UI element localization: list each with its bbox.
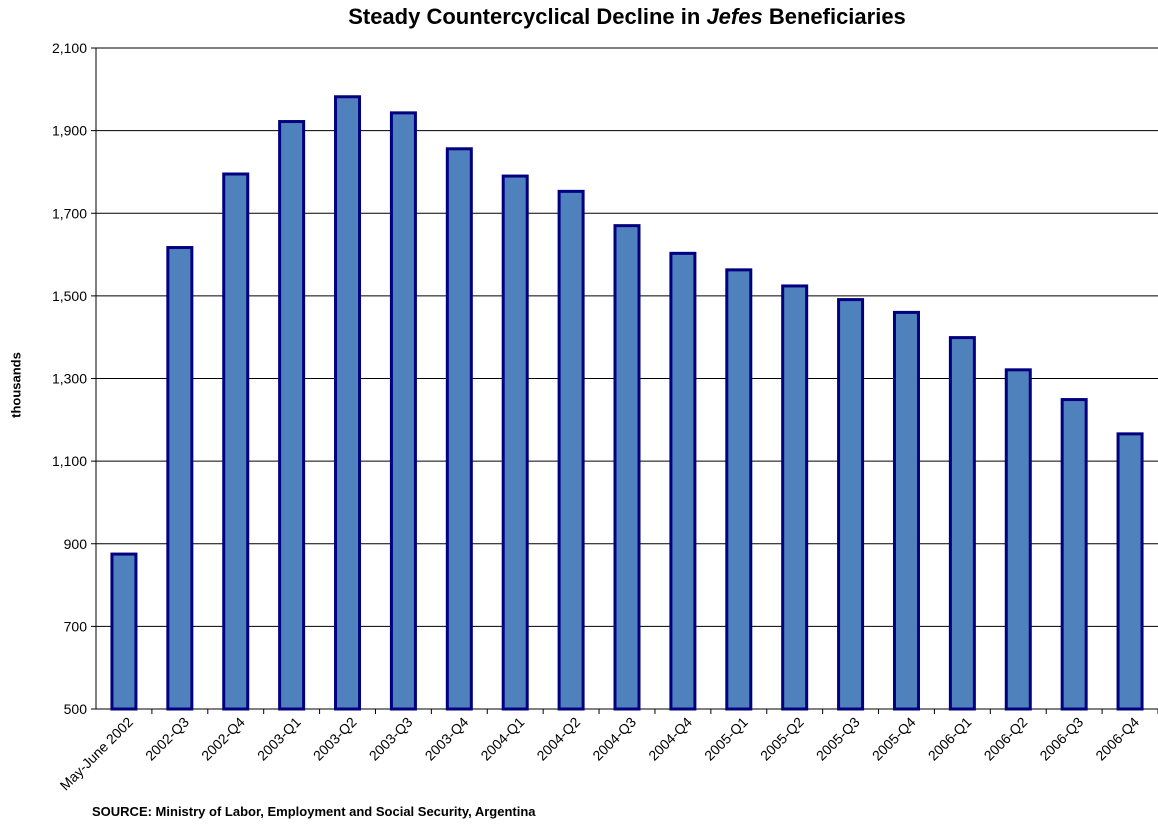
source-note: SOURCE: Ministry of Labor, Employment an… — [92, 804, 536, 819]
y-tick-label: 700 — [64, 618, 88, 634]
y-tick-label: 1,500 — [52, 288, 87, 304]
bar-2006-q3 — [1060, 398, 1088, 711]
x-tick-label: 2005-Q3 — [813, 714, 863, 764]
x-tick-label: 2002-Q4 — [198, 714, 248, 764]
bar-2003-q3 — [389, 111, 417, 711]
bar-2006-q2 — [1004, 368, 1032, 711]
x-tick-label: 2004-Q3 — [589, 714, 639, 764]
chart-title: Steady Countercyclical Decline in Jefes … — [348, 4, 906, 29]
x-tick-label: 2004-Q2 — [533, 714, 583, 764]
bar-2006-q4 — [1116, 432, 1144, 711]
bar-2004-q2 — [557, 189, 585, 711]
y-tick-label: 1,300 — [52, 371, 87, 387]
y-tick-label: 1,900 — [52, 123, 87, 139]
bar-may-june-2002 — [110, 552, 138, 711]
x-tick-label: 2004-Q1 — [477, 714, 527, 764]
x-tick-label: 2005-Q1 — [701, 714, 751, 764]
bar-2004-q4 — [669, 251, 697, 711]
bar-2003-q4 — [445, 147, 473, 711]
x-tick-label: 2003-Q4 — [422, 714, 472, 764]
bar-2003-q2 — [334, 95, 362, 711]
x-tick-label: 2005-Q4 — [869, 714, 919, 764]
bar-2005-q3 — [837, 298, 865, 711]
x-tick-label: 2006-Q1 — [925, 714, 975, 764]
y-tick-label: 900 — [64, 536, 88, 552]
x-tick-label: 2006-Q2 — [981, 714, 1031, 764]
x-tick-label: 2004-Q4 — [645, 714, 695, 764]
bar-2004-q3 — [613, 224, 641, 711]
x-tick-label: 2002-Q3 — [142, 714, 192, 764]
bar-2005-q4 — [892, 310, 920, 711]
x-tick-label: 2006-Q4 — [1092, 714, 1142, 764]
y-tick-label: 500 — [64, 701, 88, 717]
x-tick-label: 2003-Q2 — [310, 714, 360, 764]
bar-2002-q3 — [166, 246, 194, 711]
bar-2002-q4 — [222, 172, 250, 711]
x-tick-label: May-June 2002 — [57, 714, 137, 794]
x-tick-label: 2005-Q2 — [757, 714, 807, 764]
x-tick-label: 2003-Q3 — [366, 714, 416, 764]
y-tick-label: 1,700 — [52, 205, 87, 221]
bar-2005-q2 — [781, 284, 809, 711]
x-tick-label: 2003-Q1 — [254, 714, 304, 764]
bar-2006-q1 — [948, 336, 976, 711]
y-tick-label: 1,100 — [52, 453, 87, 469]
bar-2005-q1 — [725, 268, 753, 711]
bar-2003-q1 — [278, 120, 306, 711]
y-tick-label: 2,100 — [52, 40, 87, 56]
x-tick-label: 2006-Q3 — [1036, 714, 1086, 764]
bar-2004-q1 — [501, 174, 529, 711]
